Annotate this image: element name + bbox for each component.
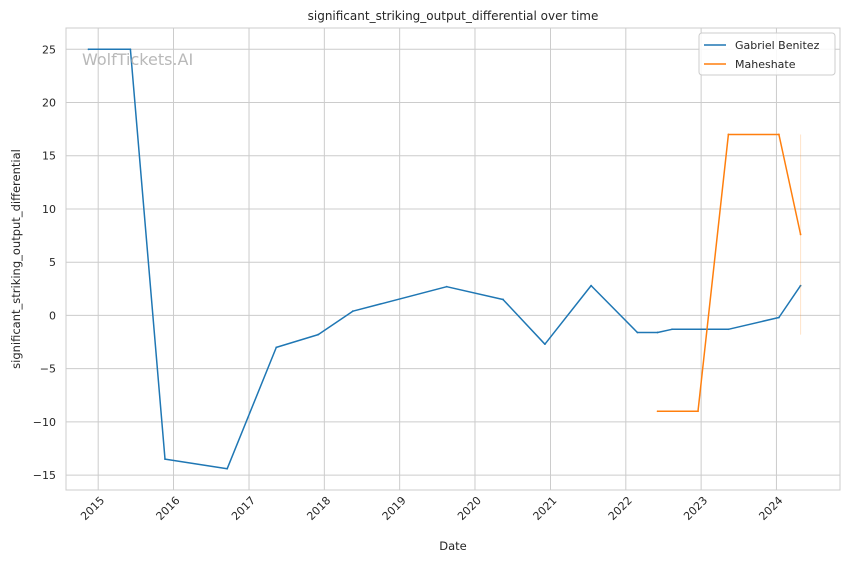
data-point-gabriel-benitez (778, 316, 780, 319)
data-point-gabriel-benitez (129, 48, 132, 51)
y-tick-label: 5 (49, 256, 56, 269)
legend-label-maheshate: Maheshate (735, 58, 796, 71)
y-tick-label: 20 (42, 97, 56, 110)
y-axis-title: significant_striking_output_differential (9, 149, 23, 369)
data-point-gabriel-benitez (351, 310, 354, 313)
y-tick-label: 0 (49, 309, 56, 322)
grid-layer (66, 28, 840, 490)
data-point-gabriel-benitez (445, 285, 448, 288)
y-tick-label: −15 (33, 469, 56, 482)
series-layer (87, 48, 802, 470)
plot-frame (65, 27, 841, 491)
data-point-gabriel-benitez (799, 284, 802, 287)
y-tick-label: 10 (42, 203, 56, 216)
data-point-gabriel-benitez (87, 48, 90, 51)
y-tick-label: 15 (42, 150, 56, 163)
legend: Gabriel Benitez Maheshate (698, 32, 836, 76)
y-tick-label: 25 (42, 43, 56, 56)
x-axis-title: Date (439, 539, 467, 553)
data-point-gabriel-benitez (164, 458, 166, 461)
watermark-text: WolfTickets.AI (82, 50, 193, 69)
data-point-gabriel-benitez (590, 284, 593, 287)
data-point-gabriel-benitez (544, 343, 546, 346)
chart-title: significant_striking_output_differential… (308, 9, 599, 23)
data-point-maheshate (727, 133, 730, 136)
data-point-gabriel-benitez (727, 328, 730, 331)
y-tick-label: −10 (33, 416, 56, 429)
data-point-gabriel-benitez (636, 331, 639, 334)
plot-background (66, 28, 840, 490)
data-point-maheshate (697, 410, 699, 413)
data-point-gabriel-benitez (226, 467, 229, 470)
data-point-gabriel-benitez (671, 328, 673, 331)
legend-box (698, 32, 836, 76)
data-point-gabriel-benitez (275, 346, 278, 349)
legend-label-gabriel-benitez: Gabriel Benitez (735, 39, 820, 52)
data-point-gabriel-benitez (317, 333, 320, 336)
data-point-gabriel-benitez (656, 331, 659, 334)
y-tick-label: −5 (40, 363, 56, 376)
data-point-gabriel-benitez (502, 298, 504, 301)
data-point-maheshate (656, 410, 659, 413)
data-point-maheshate (799, 233, 802, 236)
data-point-maheshate (778, 133, 780, 136)
